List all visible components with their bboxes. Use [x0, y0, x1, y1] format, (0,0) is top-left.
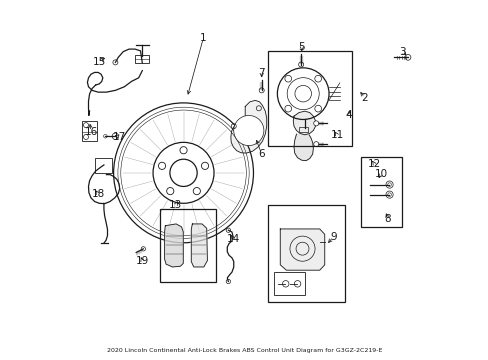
- Bar: [94, 158, 112, 173]
- Polygon shape: [293, 111, 315, 135]
- Text: 5: 5: [298, 42, 305, 52]
- Text: 6: 6: [258, 149, 264, 159]
- Text: 2020 Lincoln Continental Anti-Lock Brakes ABS Control Unit Diagram for G3GZ-2C21: 2020 Lincoln Continental Anti-Lock Brake…: [106, 348, 382, 353]
- Text: 2: 2: [361, 93, 367, 103]
- Bar: [267, 51, 351, 146]
- Bar: [360, 157, 402, 226]
- Text: 12: 12: [367, 159, 380, 169]
- Text: 15: 15: [92, 57, 106, 67]
- Polygon shape: [164, 224, 183, 267]
- Polygon shape: [293, 134, 313, 161]
- Polygon shape: [280, 229, 324, 270]
- Text: 16: 16: [84, 127, 98, 136]
- Circle shape: [313, 121, 318, 126]
- Circle shape: [313, 141, 318, 147]
- Text: 8: 8: [384, 214, 390, 224]
- Circle shape: [233, 116, 264, 145]
- Bar: [274, 272, 304, 296]
- Text: 18: 18: [91, 189, 104, 199]
- Text: 17: 17: [113, 132, 126, 142]
- Bar: [298, 127, 307, 132]
- Text: 14: 14: [226, 234, 239, 244]
- Text: 19: 19: [135, 256, 149, 266]
- Bar: [81, 121, 97, 140]
- Text: 7: 7: [258, 68, 264, 78]
- Bar: [267, 205, 344, 302]
- Text: 13: 13: [169, 200, 182, 210]
- Polygon shape: [191, 224, 207, 267]
- Bar: [135, 55, 149, 63]
- Text: 9: 9: [329, 232, 336, 242]
- Bar: [160, 209, 215, 282]
- Text: 3: 3: [398, 46, 405, 57]
- Text: 1: 1: [200, 33, 206, 43]
- Text: 11: 11: [330, 130, 343, 140]
- Polygon shape: [230, 100, 266, 153]
- Text: 4: 4: [345, 110, 352, 120]
- Text: 10: 10: [374, 168, 387, 179]
